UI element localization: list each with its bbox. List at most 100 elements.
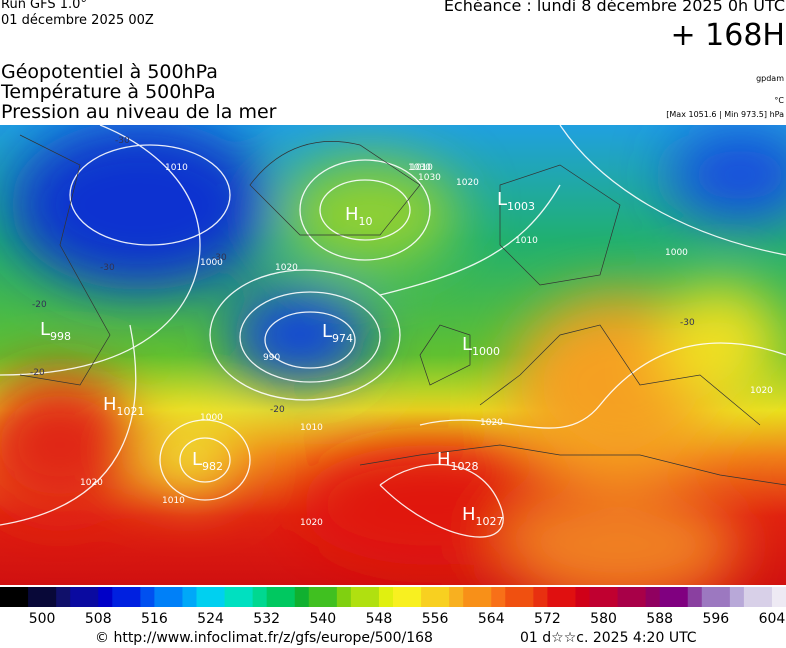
color-swatch xyxy=(140,587,155,607)
run-date: 01 décembre 2025 00Z xyxy=(1,13,154,28)
colorbar-label: 540 xyxy=(309,611,336,625)
color-swatch xyxy=(308,587,324,607)
isobar-label: 1030 xyxy=(408,163,431,173)
temperature-label: -30 xyxy=(212,253,227,263)
color-swatch xyxy=(757,587,773,607)
color-swatch xyxy=(715,587,731,607)
color-swatch xyxy=(322,587,338,607)
color-swatch xyxy=(701,587,717,607)
field: Géopotentiel à 500hPa xyxy=(1,61,218,83)
temperature-label: -30 xyxy=(680,318,695,328)
color-swatch xyxy=(84,587,99,607)
pressure-center: H1028 xyxy=(437,449,479,473)
color-swatch xyxy=(14,587,29,607)
pressure-center: H10 xyxy=(345,204,373,228)
color-swatch xyxy=(336,587,352,607)
color-swatch xyxy=(364,587,380,607)
pressure-center: H1021 xyxy=(103,394,145,418)
temperature-label: -30 xyxy=(100,263,115,273)
valid-time: Echéance : lundi 8 décembre 2025 0h UTC xyxy=(443,0,785,15)
colorbar-label: 508 xyxy=(85,611,112,625)
color-swatch xyxy=(407,587,422,607)
isobar-label: 1030 xyxy=(418,173,441,183)
isobar-label: 1020 xyxy=(275,263,298,273)
color-swatch xyxy=(42,587,57,607)
color-swatch xyxy=(168,587,183,607)
color-swatch xyxy=(561,587,576,607)
color-swatch xyxy=(435,587,450,607)
color-swatch xyxy=(393,587,408,607)
color-swatch xyxy=(182,587,197,607)
color-swatch xyxy=(687,587,703,607)
color-swatch xyxy=(196,587,212,607)
color-swatch xyxy=(266,587,282,607)
colorbar-label: 564 xyxy=(478,611,505,625)
color-swatch xyxy=(603,587,619,607)
isobar-label: 1020 xyxy=(456,178,479,188)
color-swatch xyxy=(126,587,141,607)
color-swatch xyxy=(477,587,492,607)
isobar-label: 1020 xyxy=(80,478,103,488)
color-swatch xyxy=(28,587,43,607)
colorbar-label: 500 xyxy=(29,611,56,625)
color-swatch xyxy=(70,587,85,607)
unit: gpdam xyxy=(756,74,784,83)
temperature-label: -20 xyxy=(32,300,47,310)
pressure-center: L1003 xyxy=(497,189,535,213)
color-swatch xyxy=(224,587,240,607)
color-swatch xyxy=(463,587,478,607)
temperature-label: -20 xyxy=(30,368,45,378)
colorbar: 500 508 516 524 532 540 548 556 564 572 580 588 596 6… xyxy=(0,587,786,625)
pressure-center: L1000 xyxy=(462,334,500,358)
colorbar-label: 556 xyxy=(422,611,449,625)
color-swatch xyxy=(154,587,169,607)
isobar-label: 1010 xyxy=(165,163,188,173)
generated: 01 d☆☆c. 2025 4:20 UTC xyxy=(520,630,697,646)
color-swatch xyxy=(771,587,786,607)
run: Run GFS 1.0° xyxy=(1,0,87,12)
map: L1003 H10 L974 L998 L1000 H1021 L982 H1028 H1027… xyxy=(0,125,786,585)
color-swatch xyxy=(547,587,562,607)
color-swatch xyxy=(575,587,590,607)
field: Pression au niveau de la mer xyxy=(1,101,277,123)
color-swatch xyxy=(729,587,745,607)
colorbar-label: 572 xyxy=(534,611,561,625)
pressure-center: L974 xyxy=(322,321,353,345)
color-swatch xyxy=(449,587,464,607)
isobar-label: 1000 xyxy=(665,248,688,258)
color-swatch xyxy=(350,587,366,607)
pressure-center: L998 xyxy=(40,319,71,343)
isobar-label: 1010 xyxy=(515,236,538,246)
colorbar-label: 548 xyxy=(366,611,393,625)
colorbar-label: 524 xyxy=(197,611,224,625)
colorbar-label: 580 xyxy=(590,611,617,625)
color-swatch xyxy=(112,587,127,607)
color-swatch xyxy=(238,587,254,607)
color-swatch xyxy=(645,587,661,607)
isobar-label: 1010 xyxy=(300,423,323,433)
field: Température à 500hPa xyxy=(1,81,216,103)
colorbar-label: 532 xyxy=(253,611,280,625)
color-swatch xyxy=(533,587,548,607)
color-swatch xyxy=(505,587,520,607)
isobar-label: 1020 xyxy=(300,518,323,528)
color-swatch xyxy=(519,587,534,607)
isobar-label: 1000 xyxy=(200,258,223,268)
isobar-label: 990 xyxy=(263,353,280,363)
colorbar-label: 516 xyxy=(141,611,168,625)
color-swatch xyxy=(294,587,310,607)
color-swatch xyxy=(659,587,675,607)
temperature-label: -30 xyxy=(115,136,130,146)
color-swatch xyxy=(0,587,15,607)
color-swatch xyxy=(617,587,633,607)
color-swatch xyxy=(280,587,296,607)
color-swatch xyxy=(378,587,394,607)
color-swatch xyxy=(631,587,647,607)
color-swatch xyxy=(743,587,759,607)
pressure-center: L982 xyxy=(192,449,223,473)
lead-time: + 168H xyxy=(670,18,786,53)
isobar-label: 1010 xyxy=(162,496,185,506)
color-swatch xyxy=(252,587,268,607)
source: © http://www.infoclimat.fr/z/gfs/europe/… xyxy=(95,630,433,646)
